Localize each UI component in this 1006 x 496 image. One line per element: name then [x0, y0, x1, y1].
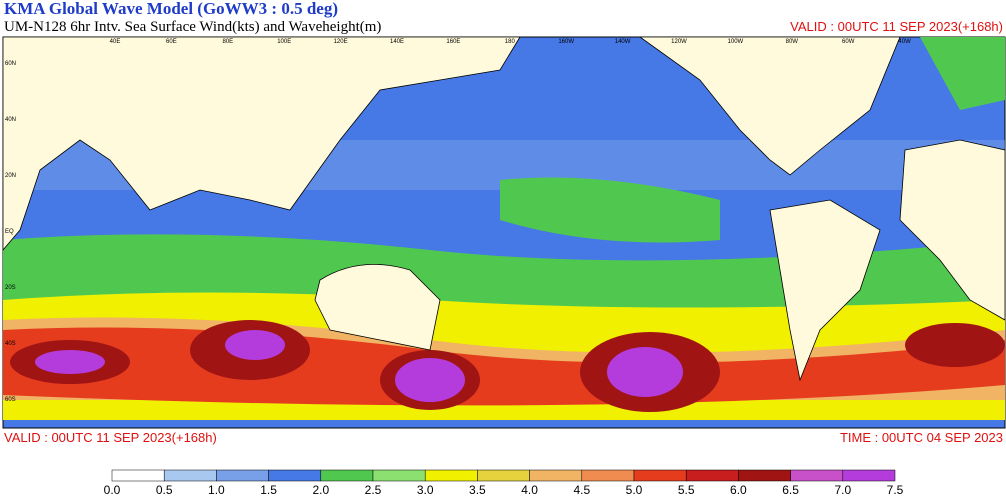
land [769, 199, 881, 382]
lon-label: 40E [110, 39, 121, 45]
colorbar-swatch [268, 469, 322, 482]
lon-label: 120E [334, 39, 348, 45]
colorbar-swatch [163, 469, 217, 482]
colorbar-swatch [842, 469, 896, 482]
colorbar-swatch [790, 469, 844, 482]
colorbar: 0.0 0.5 1.0 1.5 2.0 2.5 3.0 3.5 4.0 4.5 5.0 5.5 6.0 6… [104, 469, 904, 496]
lon-labels: 40E 60E 80E 100E 120E 140E 160E 180 160W 140W 120W… [110, 39, 911, 45]
land [638, 36, 901, 176]
lat-label: 60S [5, 397, 16, 403]
storm [905, 323, 1005, 367]
colorbar-label: 4.5 [573, 483, 590, 496]
lat-labels: 60N 40N 20N EQ 20S 40S 60S [5, 61, 16, 403]
colorbar-swatch [633, 469, 687, 482]
lon-label: 80W [786, 39, 799, 45]
lon-label: 160E [446, 39, 460, 45]
colorbar-swatch [216, 469, 269, 482]
lon-label: 40W [898, 39, 911, 45]
storm [225, 330, 285, 360]
colorbar-swatch [372, 469, 426, 482]
colorbar-label: 3.5 [469, 483, 486, 496]
lon-label: 60W [842, 39, 855, 45]
lat-label: 20N [5, 173, 16, 179]
colorbar-label: 2.0 [312, 483, 329, 496]
storm [607, 347, 683, 397]
lat-label: 20S [5, 285, 16, 291]
colorbar-label: 3.0 [417, 483, 434, 496]
colorbar-label: 0.5 [156, 483, 173, 496]
colorbar-label: 7.5 [887, 483, 904, 496]
colorbar-label: 1.0 [208, 483, 225, 496]
map [2, 36, 1006, 429]
lon-label: 100W [728, 39, 744, 45]
colorbar-label: 6.5 [782, 483, 799, 496]
lat-label: 40S [5, 341, 16, 347]
colorbar-label: 1.5 [260, 483, 277, 496]
colorbar-swatch [477, 469, 530, 482]
land [314, 264, 441, 351]
storm [35, 350, 105, 374]
lat-label: EQ [5, 229, 14, 235]
lat-label: 60N [5, 61, 16, 67]
colorbar-label: 5.0 [626, 483, 643, 496]
band [920, 37, 1005, 110]
colorbar-swatch [581, 469, 635, 482]
colorbar-swatch [738, 469, 791, 482]
colorbar-swatch [320, 469, 374, 482]
colorbar-label: 0.0 [104, 483, 121, 496]
lon-label: 100E [277, 39, 291, 45]
lon-label: 60E [166, 39, 177, 45]
colorbar-label: 7.0 [834, 483, 851, 496]
storm [395, 358, 465, 402]
footer-time: TIME : 00UTC 04 SEP 2023 [840, 430, 1003, 445]
subtitle: UM-N128 6hr Intv. Sea Surface Wind(kts) … [4, 19, 381, 35]
colorbar-swatch [529, 469, 583, 482]
lon-label: 140W [615, 39, 631, 45]
lat-label: 40N [5, 117, 16, 123]
title: KMA Global Wave Model (GoWW3 : 0.5 deg) [4, 0, 338, 18]
footer-valid: VALID : 00UTC 11 SEP 2023(+168h) [4, 430, 217, 445]
lon-label: 80E [222, 39, 233, 45]
lon-label: 180 [505, 39, 516, 45]
colorbar-swatch [111, 469, 165, 482]
colorbar-label: 6.0 [730, 483, 747, 496]
lon-label: 120W [671, 39, 687, 45]
band [500, 177, 720, 243]
land [2, 36, 521, 252]
land [899, 139, 1006, 321]
colorbar-label: 4.0 [521, 483, 538, 496]
valid-time: VALID : 00UTC 11 SEP 2023(+168h) [790, 19, 1003, 34]
colorbar-label: 2.5 [365, 483, 382, 496]
colorbar-swatch [685, 469, 739, 482]
colorbar-swatch [424, 469, 478, 482]
lon-label: 160W [558, 39, 574, 45]
colorbar-label: 5.5 [678, 483, 695, 496]
lon-label: 140E [390, 39, 404, 45]
